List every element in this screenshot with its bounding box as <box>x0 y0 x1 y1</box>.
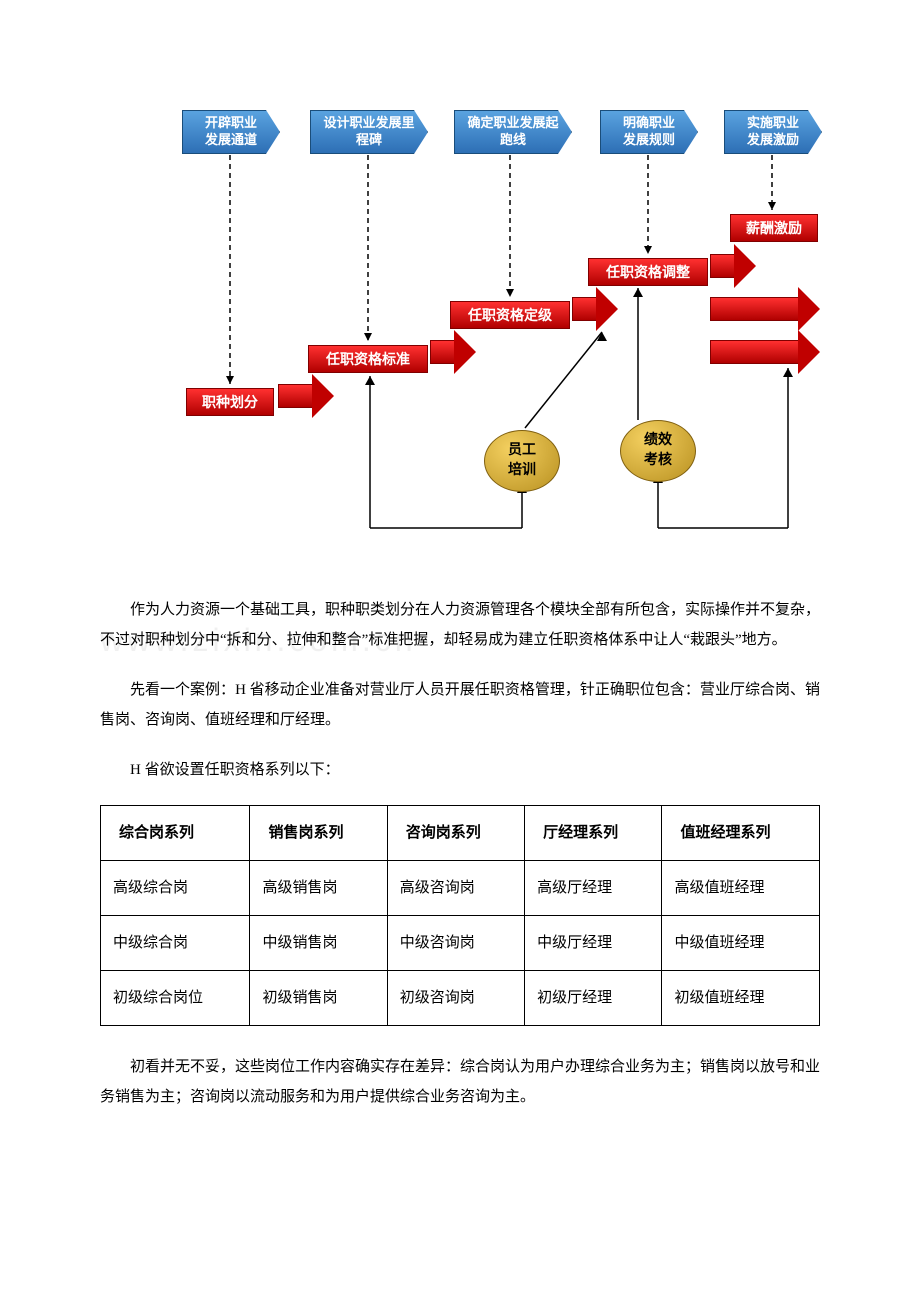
table-cell: 初级值班经理 <box>662 971 820 1026</box>
table-header: 综合岗系列 <box>101 806 250 861</box>
table-cell: 高级值班经理 <box>662 861 820 916</box>
table-cell: 高级咨询岗 <box>387 861 524 916</box>
table-cell: 高级综合岗 <box>101 861 250 916</box>
table-header: 销售岗系列 <box>250 806 387 861</box>
red-arrow-2 <box>572 297 598 321</box>
table-cell: 初级综合岗位 <box>101 971 250 1026</box>
table-cell: 中级值班经理 <box>662 916 820 971</box>
table-header: 厅经理系列 <box>525 806 662 861</box>
table-cell: 高级厅经理 <box>525 861 662 916</box>
table-cell: 初级销售岗 <box>250 971 387 1026</box>
red-step-3: 任职资格调整 <box>588 258 708 286</box>
chevron-step-3: 明确职业发展规则 <box>600 110 698 154</box>
paragraph-3: H 省欲设置任职资格系列以下： <box>100 755 820 785</box>
chevron-step-4: 实施职业发展激励 <box>724 110 822 154</box>
chevron-step-1: 设计职业发展里程碑 <box>310 110 428 154</box>
red-step-2: 任职资格定级 <box>450 301 570 329</box>
table-cell: 中级咨询岗 <box>387 916 524 971</box>
chevron-step-0: 开辟职业发展通道 <box>182 110 280 154</box>
red-arrow-1 <box>430 340 456 364</box>
chevron-step-2: 确定职业发展起跑线 <box>454 110 572 154</box>
qualification-table: 综合岗系列销售岗系列咨询岗系列厅经理系列值班经理系列高级综合岗高级销售岗高级咨询… <box>100 805 820 1026</box>
red-arrow-4 <box>710 297 800 321</box>
table-header: 咨询岗系列 <box>387 806 524 861</box>
red-arrow-3 <box>710 254 736 278</box>
table-row: 中级综合岗中级销售岗中级咨询岗中级厅经理中级值班经理 <box>101 916 820 971</box>
table-row: 初级综合岗位初级销售岗初级咨询岗初级厅经理初级值班经理 <box>101 971 820 1026</box>
red-arrow-0 <box>278 384 314 408</box>
table-cell: 中级综合岗 <box>101 916 250 971</box>
paragraph-2: 先看一个案例：H 省移动企业准备对营业厅人员开展任职资格管理，针正确职位包含：营… <box>100 675 820 735</box>
career-diagram: 开辟职业发展通道设计职业发展里程碑确定职业发展起跑线明确职业发展规则实施职业发展… <box>170 100 820 530</box>
table-cell: 高级销售岗 <box>250 861 387 916</box>
table-cell: 中级销售岗 <box>250 916 387 971</box>
red-step-1: 任职资格标准 <box>308 345 428 373</box>
red-step-0: 职种划分 <box>186 388 274 416</box>
paragraph-1: 作为人力资源一个基础工具，职种职类划分在人力资源管理各个模块全部有所包含，实际操… <box>100 595 820 655</box>
red-step-4: 薪酬激励 <box>730 214 818 242</box>
paragraph-4: 初看并无不妥，这些岗位工作内容确实存在差异：综合岗认为用户办理综合业务为主；销售… <box>100 1052 820 1112</box>
table-cell: 初级咨询岗 <box>387 971 524 1026</box>
document-content: 作为人力资源一个基础工具，职种职类划分在人力资源管理各个模块全部有所包含，实际操… <box>100 595 820 1132</box>
table-cell: 中级厅经理 <box>525 916 662 971</box>
red-arrow-5 <box>710 340 800 364</box>
ellipse-0: 员工培训 <box>484 430 560 492</box>
table-row: 高级综合岗高级销售岗高级咨询岗高级厅经理高级值班经理 <box>101 861 820 916</box>
ellipse-1: 绩效考核 <box>620 420 696 482</box>
table-header: 值班经理系列 <box>662 806 820 861</box>
table-cell: 初级厅经理 <box>525 971 662 1026</box>
